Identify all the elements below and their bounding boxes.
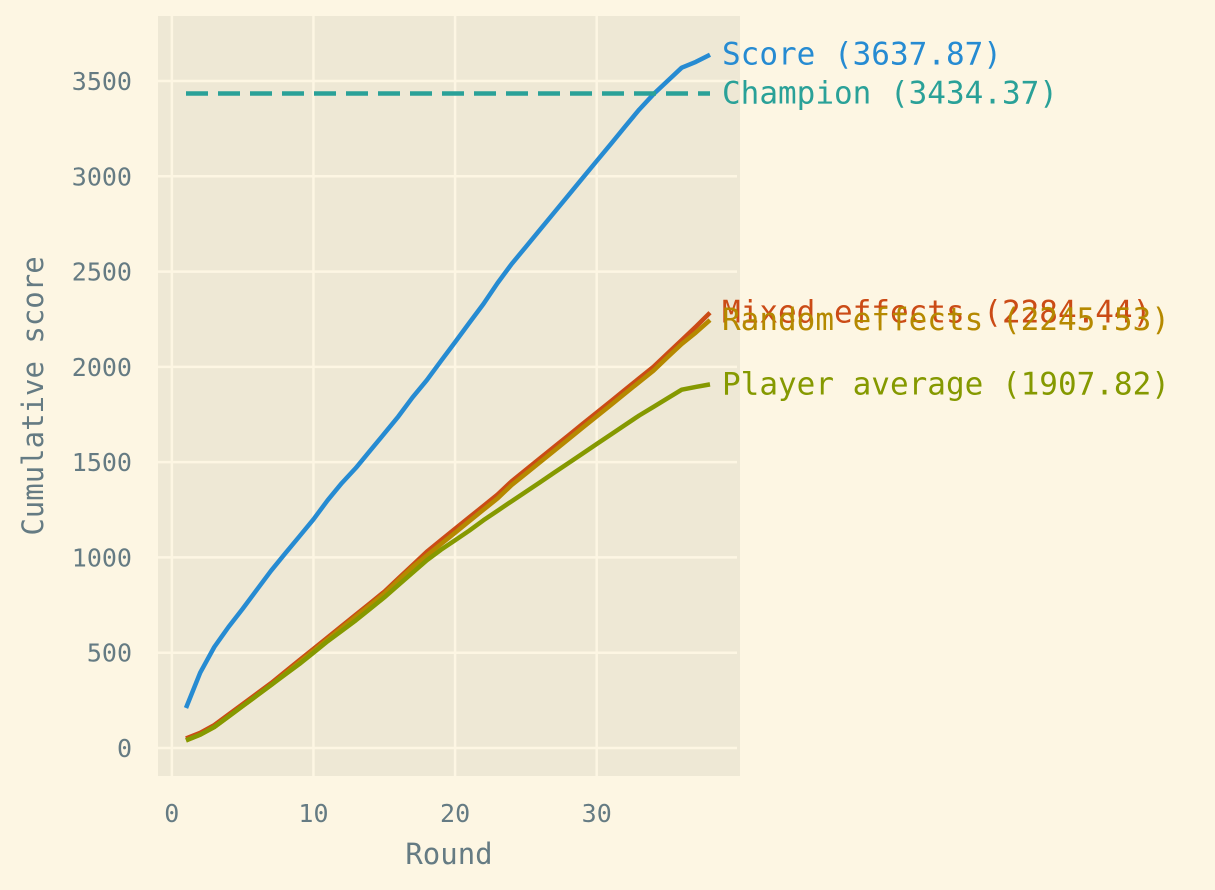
y-tick-label: 3500	[72, 67, 132, 96]
series-label-champion: Champion (3434.37)	[722, 76, 1058, 112]
x-tick-label: 0	[164, 799, 179, 828]
series-labels: Score (3637.87) Mixed effects (2284.44)Ra…	[722, 37, 1170, 403]
series-line-score	[183, 52, 712, 709]
y-tick-label: 2500	[72, 258, 132, 287]
x-tick-label: 20	[440, 799, 470, 828]
series-label-random: Random effects (2245.53)	[722, 302, 1170, 338]
series-lines	[183, 52, 712, 743]
y-tick-label: 500	[87, 639, 132, 668]
series-label-score: Score (3637.87)	[722, 37, 1002, 73]
y-tick-label: 3000	[72, 162, 132, 191]
y-tick-label: 1000	[72, 543, 132, 572]
series-label-player: Player average (1907.82)	[722, 366, 1170, 402]
y-tick-labels: 0 500 1000 1500 2000 2500 3000 3500	[72, 67, 132, 763]
x-tick-label: 10	[298, 799, 328, 828]
y-tick-label: 2000	[72, 353, 132, 382]
plot-panel	[158, 16, 740, 776]
x-tick-label: 30	[582, 799, 612, 828]
x-axis-label: Round	[405, 837, 492, 871]
y-axis-label: Cumulative score	[16, 256, 50, 535]
x-tick-labels: 0 10 20 30	[164, 799, 611, 828]
y-tick-label: 0	[117, 734, 132, 763]
series-label-mixed: Mixed effects (2284.44)	[722, 295, 1151, 331]
y-tick-label: 1500	[72, 448, 132, 477]
series-line-player	[185, 382, 711, 743]
